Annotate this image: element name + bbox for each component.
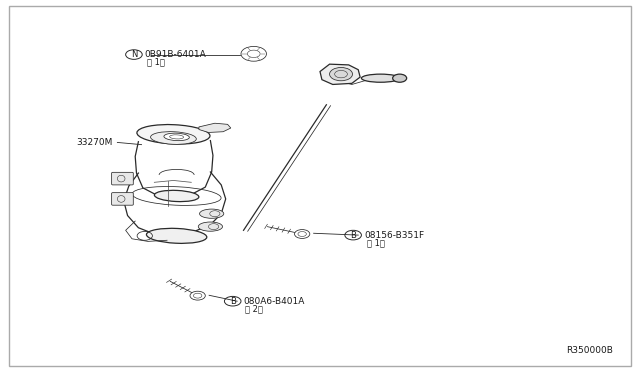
Circle shape — [241, 46, 266, 61]
Text: （ 1）: （ 1） — [147, 57, 165, 67]
Ellipse shape — [198, 222, 223, 231]
Text: 08156-B351F: 08156-B351F — [364, 231, 424, 240]
Ellipse shape — [147, 228, 207, 243]
Polygon shape — [199, 123, 231, 132]
FancyBboxPatch shape — [111, 172, 133, 185]
Text: 0B91B-6401A: 0B91B-6401A — [145, 50, 207, 59]
Ellipse shape — [137, 125, 210, 144]
Ellipse shape — [393, 74, 406, 82]
Ellipse shape — [150, 132, 196, 144]
Text: R350000B: R350000B — [566, 346, 613, 355]
Text: （ 2）: （ 2） — [246, 304, 263, 313]
Circle shape — [330, 67, 353, 81]
Circle shape — [294, 230, 310, 238]
Text: B: B — [230, 297, 236, 306]
Text: B: B — [350, 231, 356, 240]
Polygon shape — [320, 64, 360, 84]
Circle shape — [190, 291, 205, 300]
Text: N: N — [131, 50, 137, 59]
Ellipse shape — [362, 74, 399, 82]
Ellipse shape — [164, 133, 189, 141]
FancyBboxPatch shape — [111, 193, 133, 205]
Ellipse shape — [154, 190, 199, 202]
Text: 33270M: 33270M — [77, 138, 113, 147]
Text: 080A6-B401A: 080A6-B401A — [243, 297, 304, 306]
Ellipse shape — [200, 209, 224, 218]
Text: （ 1）: （ 1） — [367, 238, 385, 247]
